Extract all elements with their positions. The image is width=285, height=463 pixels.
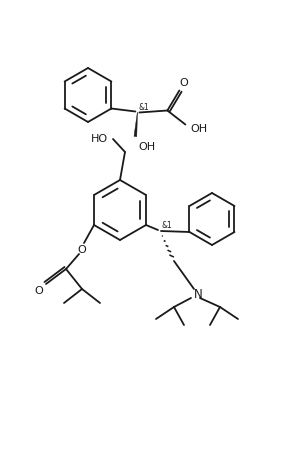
Text: O: O <box>179 79 188 88</box>
Text: OH: OH <box>139 142 156 151</box>
Text: HO: HO <box>90 134 107 144</box>
Text: &1: &1 <box>162 221 172 231</box>
Text: N: N <box>194 288 202 301</box>
Text: O: O <box>35 286 43 296</box>
Text: O: O <box>78 245 86 255</box>
Polygon shape <box>134 113 137 137</box>
Text: &1: &1 <box>138 103 149 112</box>
Text: OH: OH <box>191 125 208 134</box>
